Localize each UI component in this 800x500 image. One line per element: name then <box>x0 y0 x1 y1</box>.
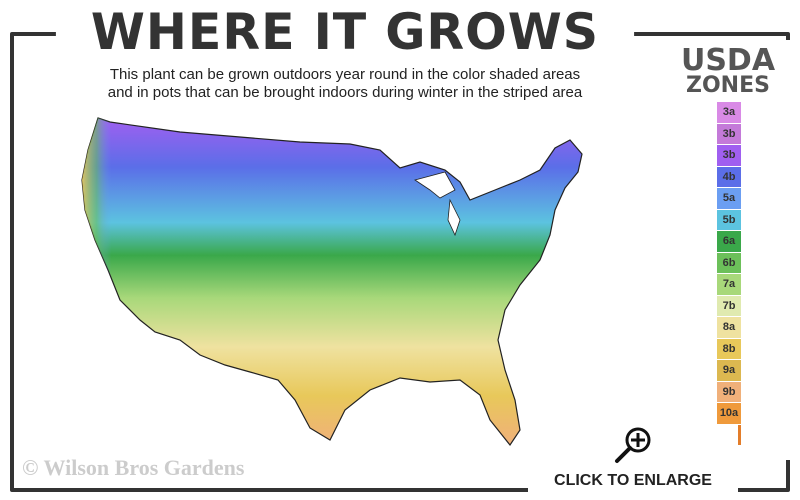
zone-swatch-9a: 9a <box>717 360 741 381</box>
subtitle: This plant can be grown outdoors year ro… <box>60 66 630 102</box>
subtitle-line-1: This plant can be grown outdoors year ro… <box>109 66 581 83</box>
zone-swatch-7a: 7a <box>717 274 741 295</box>
zone-swatch-8a: 8a <box>717 317 741 338</box>
subtitle-line-2: and in pots that can be brought indoors … <box>107 84 583 101</box>
zone-swatch-8b: 8b <box>717 338 741 359</box>
legend-title-zones: ZONES <box>686 73 770 98</box>
usda-zones-legend: USDA ZONES 3a 3b 3b 4b 5a 5b 6a 6b 7a 7b 8a 8b 9a 9b 1… <box>660 40 796 460</box>
us-outline <box>81 117 583 447</box>
zone-list: 3a3b3b4b5a5b6a6b7a7b8a8b9a9b10a10b <box>717 102 741 446</box>
click-to-enlarge-button[interactable]: CLICK TO ENLARGE <box>528 425 738 495</box>
copyright-watermark: © Wilson Bros Gardens <box>22 455 245 480</box>
zone-swatch-3b: 3b <box>717 123 741 144</box>
page-title: WHERE IT GROWS <box>55 4 635 60</box>
zone-swatch-5b: 5b <box>717 209 741 230</box>
legend-title-usda: USDA <box>680 43 776 78</box>
zone-swatch-9b: 9b <box>717 381 741 402</box>
enlarge-label: CLICK TO ENLARGE <box>554 472 712 489</box>
great-lakes <box>414 171 461 237</box>
usda-zone-map[interactable] <box>50 110 650 460</box>
zone-swatch-10a: 10a <box>717 403 741 424</box>
zone-swatch-6b: 6b <box>717 252 741 273</box>
zone-swatch-5a: 5a <box>717 188 741 209</box>
zone-swatch-7b: 7b <box>717 295 741 316</box>
zone-swatch-3b: 3b <box>717 145 741 166</box>
magnifier-plus-icon <box>615 427 651 463</box>
zone-swatch-3a: 3a <box>717 102 741 123</box>
zone-swatch-6a: 6a <box>717 231 741 252</box>
zone-swatch-4b: 4b <box>717 166 741 187</box>
